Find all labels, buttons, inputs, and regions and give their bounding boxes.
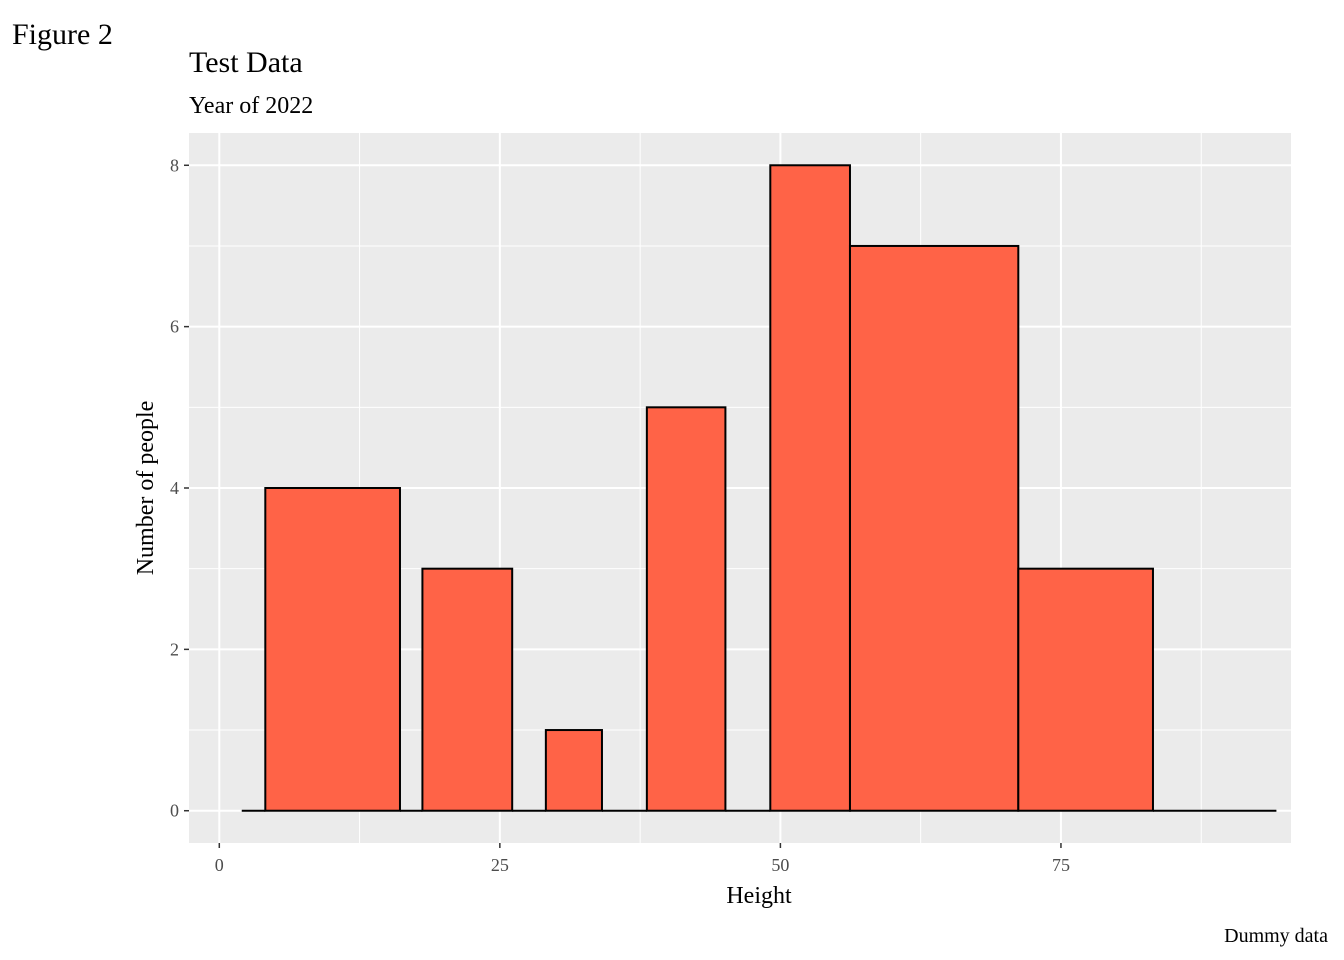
histogram-bar — [1017, 567, 1154, 812]
y-tick-label: 2 — [170, 639, 179, 659]
histogram-bar — [264, 487, 401, 812]
y-axis-label: Number of people — [133, 401, 159, 576]
histogram-bar — [848, 244, 1020, 812]
histogram-bar — [645, 406, 727, 812]
caption: Dummy data — [1224, 925, 1328, 947]
figure-label: Figure 2 — [12, 18, 113, 51]
y-tick-label: 6 — [170, 317, 179, 337]
histogram-bar — [769, 164, 851, 812]
x-axis-label: Height — [726, 883, 792, 909]
x-axis-ticks: 0 25 50 75 — [215, 843, 1070, 875]
histogram-bar — [544, 729, 603, 812]
chart-subtitle: Year of 2022 — [189, 93, 313, 119]
y-tick-label: 4 — [170, 478, 179, 498]
x-tick-label: 0 — [215, 855, 224, 875]
histogram-bars — [241, 164, 1277, 812]
y-tick-label: 0 — [170, 801, 179, 821]
histogram-bar — [421, 567, 514, 812]
x-tick-label: 50 — [771, 855, 789, 875]
chart-title: Test Data — [189, 46, 303, 79]
y-tick-label: 8 — [170, 155, 179, 175]
y-axis-ticks: 0 2 4 6 8 — [170, 155, 189, 821]
x-tick-label: 25 — [491, 855, 509, 875]
x-tick-label: 75 — [1052, 855, 1070, 875]
